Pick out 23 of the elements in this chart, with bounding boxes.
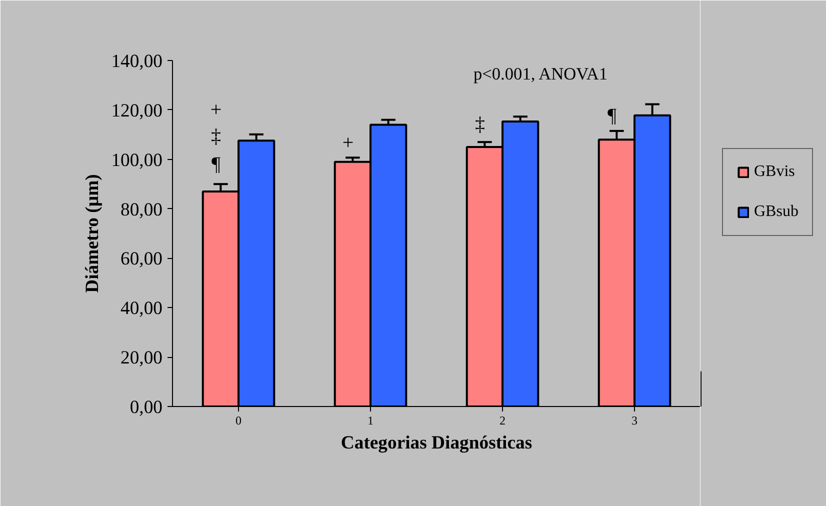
x-tick-label: 3 (632, 414, 638, 428)
annotation: ‡ (475, 114, 486, 136)
legend-label: GBvis (754, 163, 795, 181)
annotation: + (342, 132, 354, 154)
x-axis-title: Categorias Diagnósticas (340, 432, 532, 454)
y-tick-label: 0,00 (130, 397, 163, 418)
annotation: + (210, 98, 222, 121)
annotation: ¶ (608, 104, 617, 127)
x-tick-label: 1 (368, 414, 374, 428)
y-tick-label: 120,00 (111, 100, 163, 122)
y-tick-label: 40,00 (120, 298, 163, 320)
y-tick-label: 60,00 (120, 248, 163, 270)
annotation: p<0.001, ANOVA1 (473, 64, 608, 84)
annotation: ¶ (212, 153, 221, 176)
y-axis-title: Diámetro (µm) (82, 174, 104, 293)
x-tick-label: 2 (500, 414, 506, 428)
y-tick-label: 80,00 (120, 199, 163, 220)
x-tick-label: 0 (236, 414, 242, 428)
annotation: ‡ (211, 126, 222, 148)
y-tick-label: 100,00 (111, 150, 163, 171)
y-tick-label: 20,00 (120, 348, 163, 369)
y-tick-label: 140,00 (111, 51, 163, 72)
legend-label: GBsub (754, 203, 798, 221)
